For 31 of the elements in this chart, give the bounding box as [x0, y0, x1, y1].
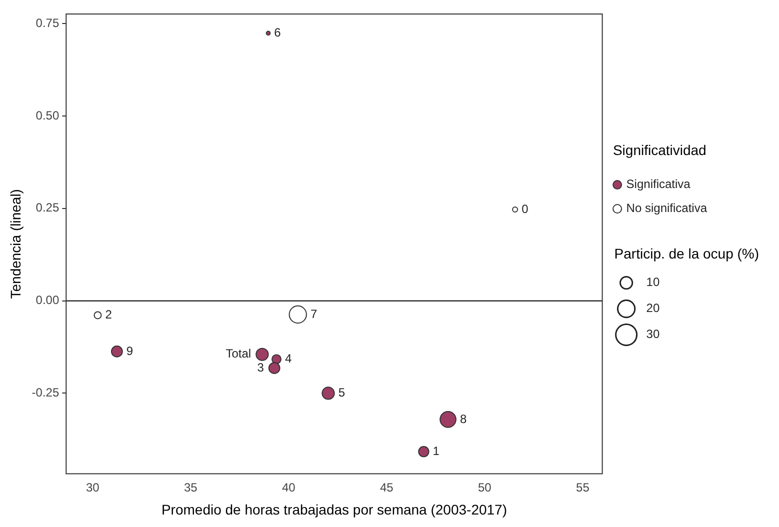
annotation: 3	[257, 360, 264, 374]
x-tick-label: 55	[576, 480, 590, 494]
annotation: Total	[226, 346, 252, 361]
annotation: 6	[274, 26, 282, 40]
y-tick-label: 0.50	[36, 108, 60, 122]
legend-label: Significativa	[626, 177, 691, 192]
y-tick-label: 0.75	[36, 16, 60, 30]
legend-label: No significativa	[626, 201, 708, 216]
annotation: 9	[126, 344, 134, 358]
legend-label: 30	[646, 327, 660, 342]
y-tick-label: 0.00	[36, 293, 60, 308]
annotation: 0	[522, 202, 529, 216]
annotation: 1	[432, 444, 440, 458]
x-axis-title: Promedio de horas trabajadas por semana (2003-2017)	[161, 501, 507, 518]
annotation: 5	[338, 386, 346, 400]
x-tick-label: 50	[478, 480, 492, 494]
annotation: 8	[460, 412, 467, 426]
annotation: 2	[105, 308, 112, 322]
x-tick-label: 35	[184, 480, 198, 494]
x-tick-label: 30	[86, 480, 100, 494]
y-axis-title: Tendencia (lineal)	[7, 189, 24, 299]
x-tick-label: 45	[380, 480, 394, 494]
annotation: 4	[284, 352, 292, 366]
x-tick-label: 40	[282, 480, 296, 494]
legend-label: 10	[646, 275, 660, 290]
annotation: 7	[310, 306, 318, 321]
legend-label: 20	[646, 301, 660, 316]
y-tick-label: -0.25	[32, 386, 60, 400]
text: Particip. de la ocup (%)	[614, 246, 760, 262]
legend-title: Significatividad	[612, 142, 706, 158]
y-tick-label: 0.25	[36, 200, 60, 215]
